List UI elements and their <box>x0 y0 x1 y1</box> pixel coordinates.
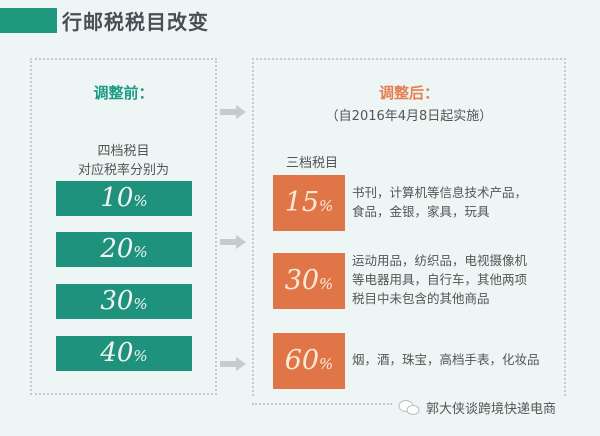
percent-sign: % <box>133 192 148 210</box>
description-line: 书刊，计算机等信息技术产品， <box>352 185 528 200</box>
before-subtitle-line1: 四档税目 <box>97 144 150 159</box>
before-rate-20: 20% <box>56 232 192 267</box>
before-rate-30: 30% <box>56 284 192 319</box>
title-accent-bar <box>0 8 57 33</box>
percent-sign: % <box>133 295 148 313</box>
percent-sign: % <box>133 347 148 365</box>
after-subtitle: 三档税目 <box>286 156 339 171</box>
after-heading: 调整后： <box>378 84 439 102</box>
arrow-right-icon <box>220 357 246 371</box>
after-rate-30: 30% <box>273 253 345 309</box>
effective-date: （自2016年4月8日起实施） <box>325 109 493 124</box>
description-line: 税目中未包含的其他商品 <box>352 291 490 306</box>
watermark: 郭大侠谈跨境快递电商 <box>398 398 556 417</box>
before-panel <box>30 58 217 395</box>
after-rate-15-description: 书刊，计算机等信息技术产品， 食品，金银，家具，玩具 <box>352 183 567 221</box>
rate-number: 20 <box>100 234 134 264</box>
arrow-right-icon <box>220 235 246 249</box>
percent-sign: % <box>319 197 334 215</box>
before-heading: 调整前： <box>93 84 154 102</box>
wechat-icon <box>398 399 420 415</box>
description-line: 食品，金银，家具，玩具 <box>352 204 490 219</box>
percent-sign: % <box>319 355 334 373</box>
description-line: 运动用品，纺织品，电视摄像机 <box>352 253 528 268</box>
rate-number: 30 <box>284 265 320 296</box>
percent-sign: % <box>319 275 334 293</box>
description-line: 烟，酒，珠宝，高档手表，化妆品 <box>352 352 540 367</box>
watermark-text: 郭大侠谈跨境快递电商 <box>426 402 557 417</box>
after-panel-bottom-border <box>252 403 392 405</box>
description-line: 等电器用具，自行车，其他两项 <box>352 272 528 287</box>
before-rate-10: 10% <box>56 181 192 216</box>
rate-number: 30 <box>100 286 134 316</box>
after-rate-30-description: 运动用品，纺织品，电视摄像机 等电器用具，自行车，其他两项 税目中未包含的其他商… <box>352 251 567 308</box>
page-title: 行邮税税目改变 <box>62 10 209 34</box>
after-rate-15: 15% <box>273 175 345 231</box>
rate-number: 40 <box>100 338 134 368</box>
after-rate-60-description: 烟，酒，珠宝，高档手表，化妆品 <box>352 350 567 369</box>
after-panel <box>252 58 566 396</box>
rate-number: 15 <box>284 187 320 218</box>
before-rate-40: 40% <box>56 336 192 371</box>
rate-number: 60 <box>284 345 320 376</box>
arrow-right-icon <box>220 105 246 119</box>
before-subtitle-line2: 对应税率分别为 <box>77 163 169 178</box>
rate-number: 10 <box>100 183 134 213</box>
percent-sign: % <box>133 243 148 261</box>
after-rate-60: 60% <box>273 333 345 389</box>
